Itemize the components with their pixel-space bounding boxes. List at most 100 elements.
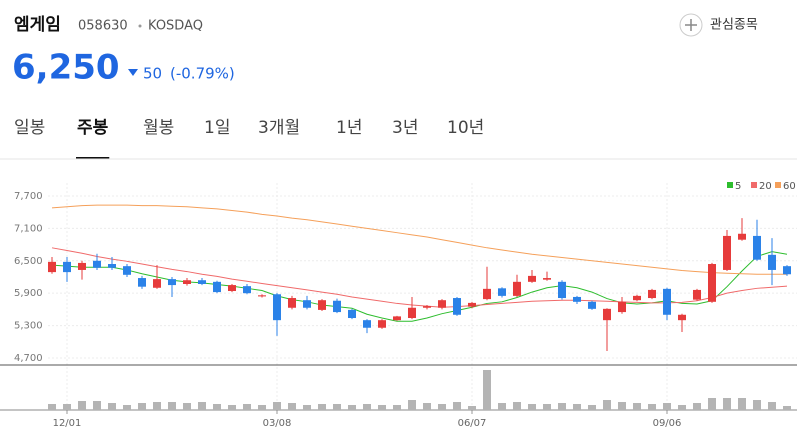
volume-bar — [438, 404, 446, 410]
volume-bar — [108, 403, 116, 410]
candle-body — [393, 316, 401, 321]
candle-body — [138, 278, 146, 287]
volume-bar — [588, 405, 596, 410]
y-tick-label: 7,100 — [14, 223, 43, 234]
candle-body — [348, 309, 356, 319]
candle-body — [93, 260, 101, 268]
candle-body — [378, 320, 386, 328]
candle-body — [678, 314, 686, 321]
candle-body — [738, 233, 746, 240]
legend-label: 20 — [759, 181, 772, 192]
current-price: 6,250 — [12, 48, 120, 88]
volume-bar — [708, 398, 716, 410]
volume-bar — [123, 405, 131, 410]
legend-swatch — [727, 182, 733, 188]
volume-bar — [573, 404, 581, 410]
watch-label[interactable]: 관심종목 — [710, 18, 758, 33]
candle-body — [723, 235, 731, 270]
separator-dot — [138, 24, 142, 28]
volume-bar — [258, 405, 266, 410]
y-tick-label: 4,700 — [14, 353, 43, 364]
volume-bar — [648, 404, 656, 410]
candle-body — [513, 281, 521, 296]
volume-bar — [543, 404, 551, 410]
period-tabs: 일봉 주봉 월봉 1일 3개월 1년 3년 10년 — [14, 118, 484, 159]
period-tab[interactable]: 1일 — [204, 118, 230, 138]
moving-average-line — [51, 251, 788, 322]
active-tab-underline — [76, 157, 110, 159]
legend-label: 5 — [735, 181, 741, 192]
volume-bar — [483, 370, 491, 410]
candle-body — [243, 286, 251, 294]
candle-body — [528, 275, 536, 282]
volume-bar — [303, 405, 311, 410]
volume-bar — [633, 403, 641, 410]
volume-bar — [138, 403, 146, 410]
candle-body — [543, 278, 551, 280]
volume-bar — [498, 403, 506, 410]
volume-bar — [318, 404, 326, 410]
candle-body — [663, 288, 671, 315]
x-tick-label: 12/01 — [53, 418, 82, 429]
period-tab[interactable]: 주봉 — [77, 118, 109, 138]
volume-bar — [693, 403, 701, 410]
y-tick-label: 5,300 — [14, 321, 43, 332]
volume-bar — [48, 404, 56, 410]
candle-body — [753, 235, 761, 260]
period-tab[interactable]: 3년 — [392, 118, 418, 138]
candle-body — [558, 281, 566, 299]
market: KOSDAQ — [148, 19, 203, 34]
moving-average-line — [51, 247, 788, 308]
candlestick-chart: 7,700 7,100 6,500 5,900 5,300 4,700 12/01 03/08… — [0, 181, 797, 429]
period-tab[interactable]: 10년 — [447, 118, 484, 138]
candle-body — [438, 300, 446, 308]
price-change: 50 — [143, 65, 162, 83]
candle-body — [273, 294, 281, 321]
period-tab[interactable]: 월봉 — [143, 118, 174, 138]
volume-bar — [153, 402, 161, 410]
volume-bar — [753, 400, 761, 410]
volume-bar — [723, 398, 731, 410]
candle-body — [783, 266, 791, 275]
legend-swatch — [751, 182, 757, 188]
candle-body — [63, 261, 71, 273]
candle-body — [768, 254, 776, 270]
candle-body — [498, 288, 506, 296]
candle-body — [408, 307, 416, 319]
candle-body — [198, 280, 206, 284]
volume-bar — [453, 402, 461, 410]
volume-bar — [243, 404, 251, 410]
candle-body — [693, 289, 701, 300]
watch-button[interactable]: 관심종목 — [679, 13, 758, 37]
volume-bar — [618, 402, 626, 410]
y-tick-label: 7,700 — [14, 191, 43, 202]
volume-bar — [63, 404, 71, 410]
candle-body — [153, 279, 161, 288]
stock-code: 058630 — [78, 19, 128, 34]
candle-body — [213, 281, 221, 293]
x-tick-label: 03/08 — [263, 418, 292, 429]
volume-bar — [783, 406, 791, 410]
volume-bar — [603, 400, 611, 410]
candle-body — [183, 280, 191, 284]
price-change-pct: (-0.79%) — [170, 65, 235, 83]
y-tick-label: 6,500 — [14, 256, 43, 267]
period-tab[interactable]: 3개월 — [258, 118, 300, 138]
candle-body — [573, 296, 581, 302]
legend-swatch — [775, 182, 781, 188]
candle-body — [468, 302, 476, 307]
volume-bar — [468, 406, 476, 410]
volume-bar — [348, 405, 356, 410]
volume-bar — [393, 405, 401, 410]
candle-body — [588, 301, 596, 309]
candle-body — [123, 266, 131, 275]
period-tab[interactable]: 1년 — [336, 118, 362, 138]
candle-body — [618, 301, 626, 313]
volume-bar — [408, 400, 416, 410]
volume-bar — [183, 403, 191, 410]
period-tab[interactable]: 일봉 — [14, 118, 45, 138]
volume-bar — [678, 405, 686, 410]
volume-bar — [213, 404, 221, 410]
down-arrow — [128, 69, 138, 76]
